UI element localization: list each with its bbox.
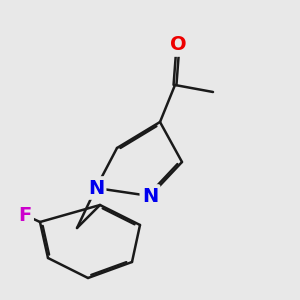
Text: F: F [18,206,32,225]
Text: O: O [170,35,186,55]
Text: N: N [142,187,158,206]
Text: N: N [88,178,104,197]
